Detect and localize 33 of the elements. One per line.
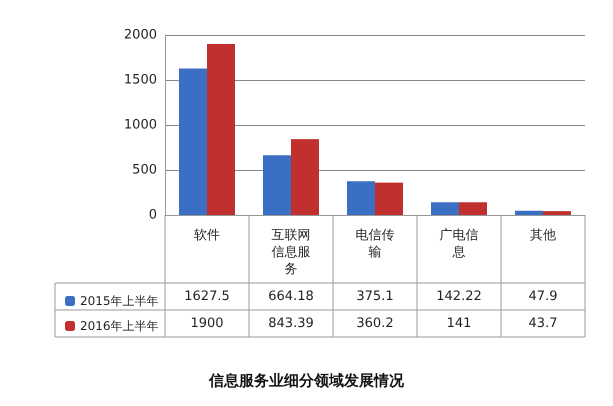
y-tick-label: 500 — [132, 162, 157, 178]
data-label: 1900 — [190, 316, 224, 331]
data-label: 141 — [446, 316, 472, 331]
bar — [431, 202, 459, 215]
bar — [543, 211, 571, 215]
bar — [347, 181, 375, 215]
data-label: 843.39 — [268, 316, 314, 331]
x-tick-label: 广电信息 — [440, 228, 478, 260]
y-tick-label: 1000 — [124, 118, 157, 132]
bar — [291, 139, 319, 215]
bar — [375, 182, 403, 215]
data-label: 1627.5 — [184, 289, 230, 304]
y-tick-label: 0 — [148, 208, 157, 222]
x-tick-label: 电信传输 — [356, 228, 394, 260]
legend-label: 2016年上半年 — [80, 319, 159, 333]
bar — [515, 210, 543, 215]
data-label: 142.22 — [436, 289, 482, 304]
y-tick-label: 1500 — [124, 72, 157, 88]
bar — [207, 44, 235, 215]
text: 信息服务业细分领域发展情况 — [208, 372, 405, 390]
data-label: 664.18 — [268, 289, 314, 304]
data-label: 375.1 — [356, 289, 394, 304]
bar — [459, 202, 487, 215]
bar — [263, 155, 291, 215]
data-label: 43.7 — [528, 316, 558, 331]
bar — [179, 68, 207, 215]
y-tick-label: 2000 — [124, 28, 157, 42]
x-tick-label: 其他 — [530, 228, 556, 243]
data-label: 47.9 — [528, 289, 558, 304]
legend-label: 2015年上半年 — [80, 294, 159, 308]
x-tick-label: 互联网信息服务 — [272, 228, 310, 277]
x-tick-label: 软件 — [194, 228, 220, 243]
data-label: 360.2 — [356, 316, 394, 331]
